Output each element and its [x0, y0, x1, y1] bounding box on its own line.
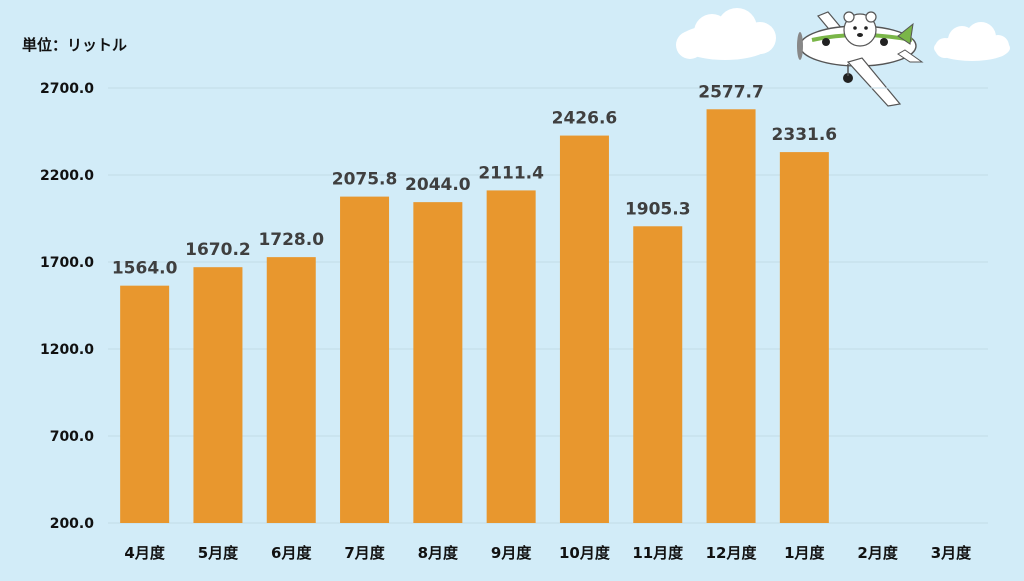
data-label: 2111.4: [478, 163, 544, 183]
bar: [706, 109, 756, 523]
cloud-icon: [934, 22, 1010, 61]
y-axis-ticks: 200.0 700.0 1200.0 1700.0 2200.0 2700.0: [40, 81, 94, 532]
y-tick-label: 2700.0: [40, 81, 94, 97]
bar: [779, 152, 829, 523]
data-label: 2577.7: [698, 82, 764, 102]
x-tick-label: 2月度: [857, 544, 898, 562]
x-tick-label: 6月度: [271, 544, 312, 562]
x-tick-label: 9月度: [491, 544, 532, 562]
cloud-icon: [676, 8, 776, 60]
y-tick-label: 2200.0: [40, 168, 94, 184]
y-tick-label: 700.0: [50, 429, 95, 445]
x-tick-label: 11月度: [632, 544, 684, 562]
data-label: 1564.0: [112, 259, 178, 279]
airplane-mascot-icon: [797, 11, 924, 107]
bar: [193, 267, 243, 523]
bar: [340, 196, 390, 524]
x-tick-label: 3月度: [931, 544, 972, 562]
data-label: 1905.3: [625, 199, 691, 219]
x-tick-label: 1月度: [784, 544, 825, 562]
data-labels: 1564.0 1670.2 1728.0 2075.8 2044.0 2111.4 2426…: [112, 82, 837, 278]
bars: [120, 109, 829, 524]
gridlines: [108, 87, 988, 524]
x-tick-label: 8月度: [418, 544, 459, 562]
x-tick-label: 12月度: [706, 544, 758, 562]
data-label: 2075.8: [332, 170, 398, 190]
y-tick-label: 1700.0: [40, 255, 94, 271]
y-unit-label: 単位：リットル: [22, 36, 128, 54]
data-label: 2044.0: [405, 175, 471, 195]
x-tick-label: 10月度: [559, 544, 611, 562]
bar: [633, 226, 683, 523]
y-tick-label: 1200.0: [40, 342, 94, 358]
data-label: 2331.6: [772, 125, 838, 145]
data-label: 1728.0: [258, 230, 324, 250]
bar: [120, 285, 170, 523]
data-label: 2426.6: [552, 109, 618, 129]
bar: [266, 257, 316, 523]
bar: [413, 202, 463, 524]
bar: [486, 190, 536, 524]
data-label: 1670.2: [185, 240, 251, 260]
x-tick-label: 4月度: [124, 544, 165, 562]
y-tick-label: 200.0: [50, 516, 95, 532]
x-tick-label: 7月度: [344, 544, 385, 562]
x-axis-ticks: 4月度 5月度 6月度 7月度 8月度 9月度 10月度 11月度 12月度 1月度 2月度 3月度: [124, 544, 972, 562]
x-tick-label: 5月度: [198, 544, 239, 562]
bar: [559, 135, 609, 523]
